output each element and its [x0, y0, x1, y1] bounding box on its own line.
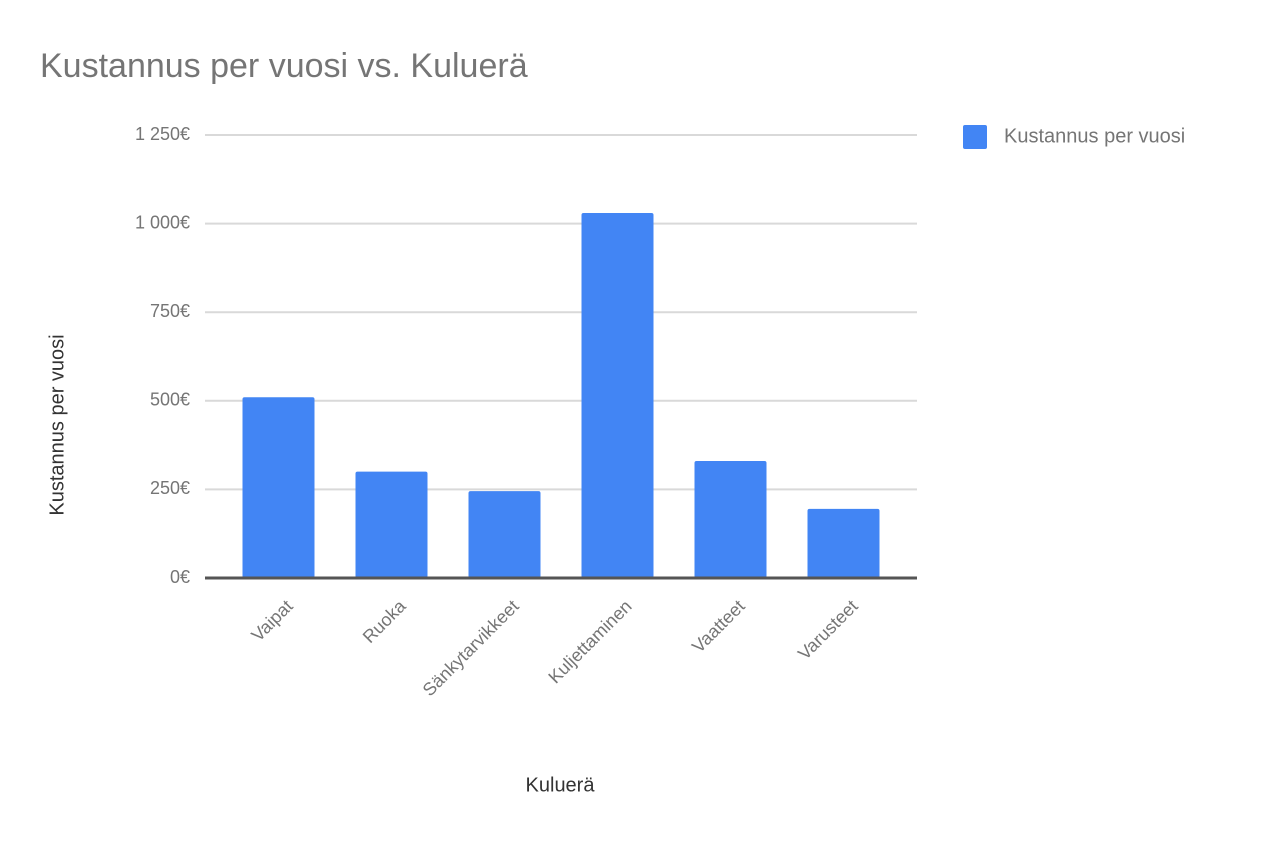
x-tick-label: Ruoka — [359, 595, 411, 647]
y-tick-label: 0€ — [170, 567, 190, 587]
x-tick-label: Vaatteet — [688, 596, 749, 657]
y-tick-label: 250€ — [150, 478, 190, 498]
bar — [242, 397, 315, 578]
y-tick-label: 750€ — [150, 301, 190, 321]
bar — [581, 212, 654, 578]
legend-label: Kustannus per vuosi — [1004, 125, 1185, 147]
legend-swatch — [963, 125, 987, 149]
bar — [355, 471, 428, 578]
x-axis-label: Kuluerä — [526, 774, 596, 796]
bar — [807, 508, 880, 578]
bar — [694, 461, 767, 578]
bar — [468, 491, 541, 578]
y-tick-label: 500€ — [150, 390, 190, 410]
y-tick-label: 1 250€ — [135, 124, 190, 144]
x-tick-label: Sänkytarvikkeet — [419, 596, 523, 700]
y-axis-label: Kustannus per vuosi — [46, 334, 68, 515]
x-tick-label: Varusteet — [794, 596, 862, 664]
x-tick-label: Vaipat — [247, 596, 296, 645]
x-tick-label: Kuljettaminen — [544, 596, 635, 687]
chart-title: Kustannus per vuosi vs. Kuluerä — [40, 47, 528, 85]
y-tick-label: 1 000€ — [135, 212, 190, 232]
